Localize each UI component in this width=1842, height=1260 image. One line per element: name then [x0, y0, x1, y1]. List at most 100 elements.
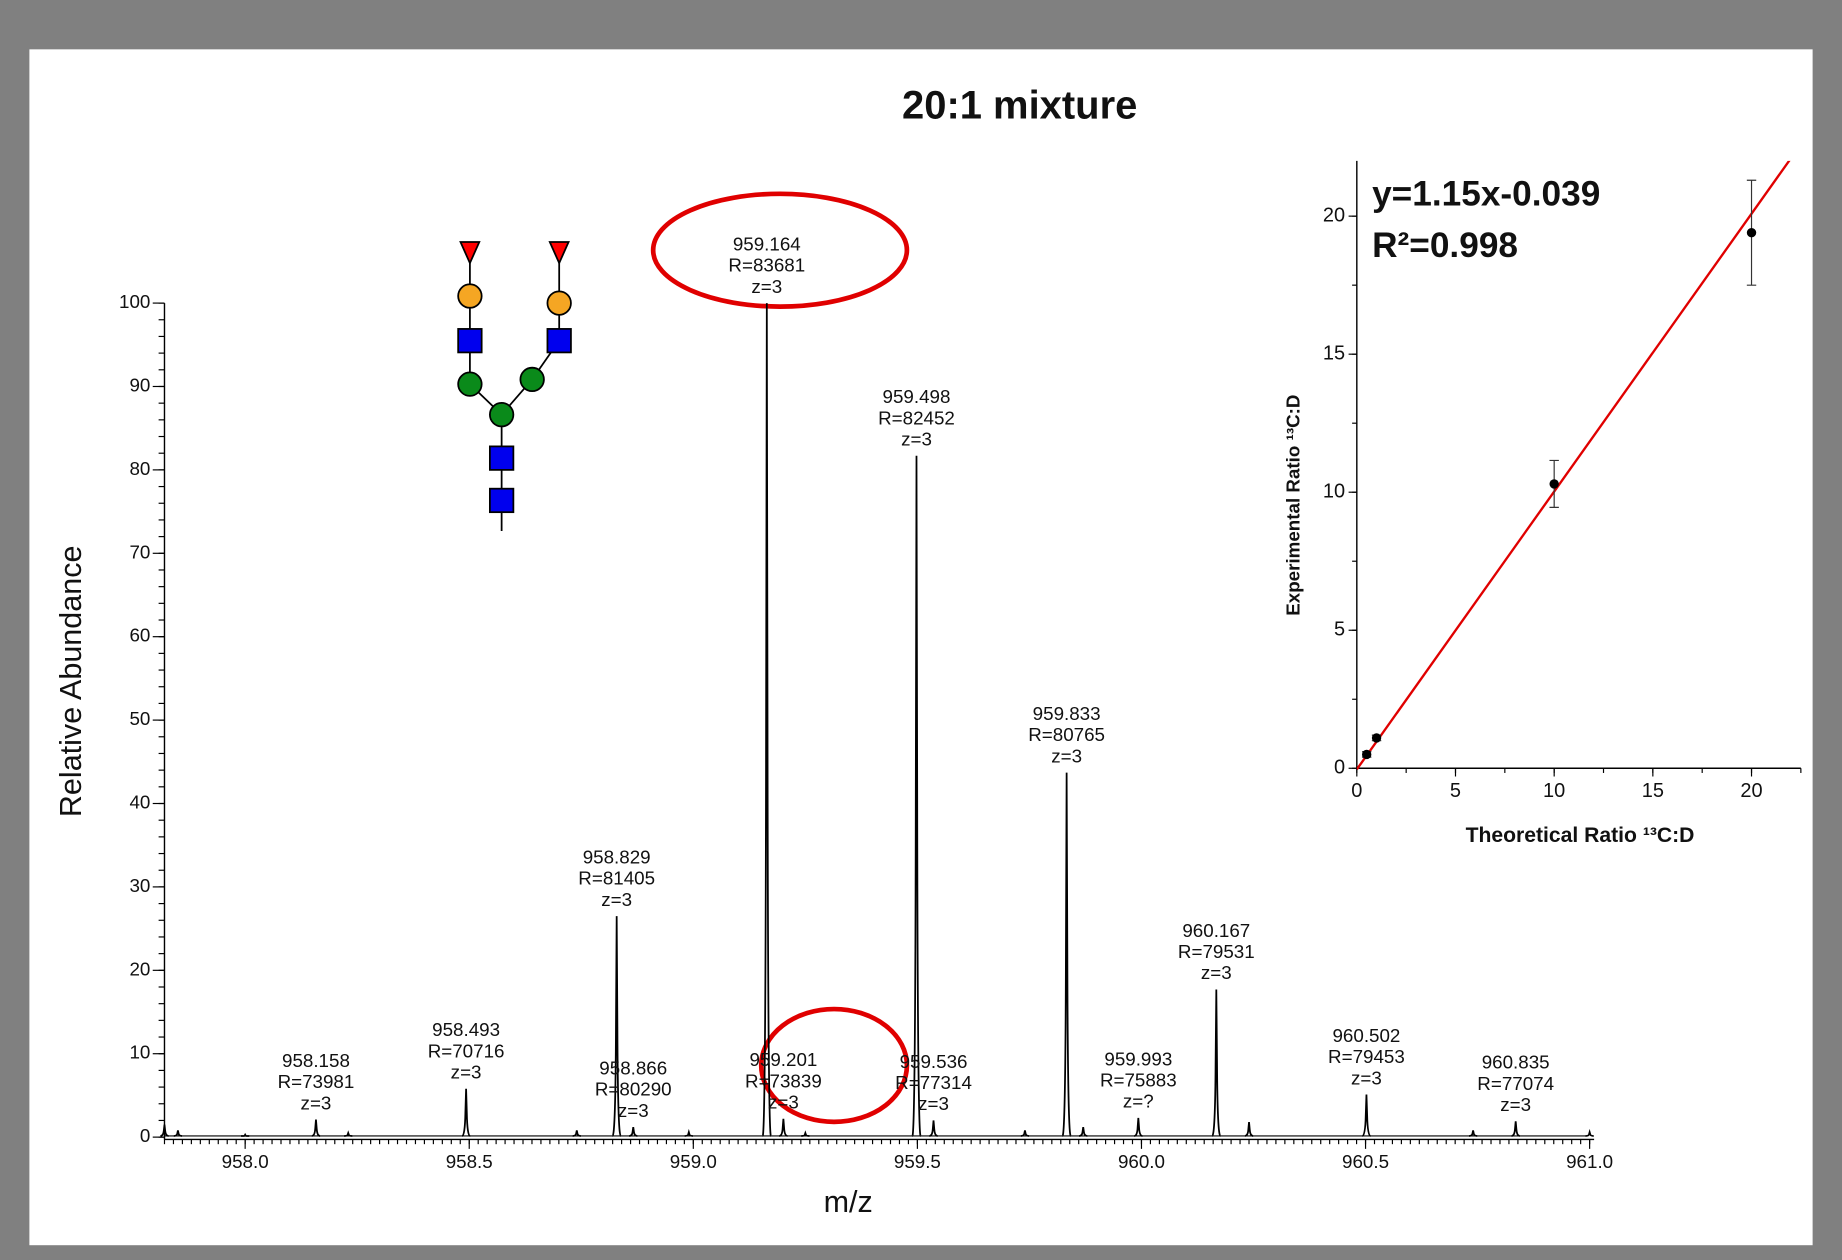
x-tick-label: 15	[1642, 780, 1664, 802]
x-axis-label: m/z	[824, 1185, 873, 1219]
spectrum-plot: 958.0 958.5 959.0 959.5 960.0 960.5 961.0 0 10 20…	[119, 233, 1613, 1171]
r-squared: R²=0.998	[1372, 226, 1518, 265]
peak-label: z=3	[901, 428, 932, 449]
y-tick-label: 20	[129, 958, 150, 979]
peak	[1468, 1130, 1478, 1137]
peak-label: z=3	[918, 1093, 949, 1114]
peak-label: R=79453	[1328, 1046, 1405, 1067]
peak-label: R=70716	[428, 1040, 505, 1061]
y-tick-label: 20	[1323, 204, 1345, 226]
peak	[1361, 1094, 1371, 1137]
y-tick-label: 40	[129, 791, 150, 812]
y-tick-label: 90	[129, 374, 150, 395]
y-axis-label: Relative Abundance	[54, 546, 88, 818]
peak-label: 960.835	[1482, 1052, 1550, 1073]
peak-label: 959.201	[749, 1049, 817, 1070]
peak-label: 958.493	[432, 1019, 500, 1040]
peak-label: 960.167	[1182, 920, 1250, 941]
peak-label: R=79531	[1178, 941, 1255, 962]
peak	[461, 1088, 471, 1137]
peak-label: 960.502	[1333, 1025, 1401, 1046]
peak-label: 959.164	[733, 233, 801, 254]
y-tick-label: 50	[129, 708, 150, 729]
peak	[684, 1128, 693, 1137]
peak	[241, 1132, 250, 1137]
peak-label: z=3	[1201, 962, 1232, 983]
y-tick-label: 15	[1323, 342, 1345, 364]
equation-box: y=1.15x-0.039 R²=0.998	[1372, 174, 1600, 265]
peak	[929, 1120, 938, 1137]
peak-label: 959.833	[1033, 703, 1101, 724]
peak-label: R=77074	[1477, 1073, 1554, 1094]
glycan-icon	[457, 241, 572, 531]
peak	[779, 1118, 788, 1137]
peak	[311, 1119, 321, 1137]
peak	[1585, 1128, 1594, 1137]
y-tick-label: 0	[140, 1125, 150, 1146]
y-tick-label: 5	[1334, 619, 1345, 641]
peak-label: z=3	[1500, 1094, 1531, 1115]
peak-label: z=3	[601, 889, 632, 910]
peak-label: z=3	[301, 1092, 332, 1113]
highlight-ellipse	[650, 191, 910, 309]
x-tick-label: 960.0	[1118, 1151, 1165, 1172]
x-tick-label: 958.0	[222, 1151, 269, 1172]
data-point	[1361, 749, 1372, 760]
fit-line	[1356, 160, 1791, 771]
x-tick-label: 959.5	[894, 1151, 941, 1172]
y-tick-label: 70	[129, 541, 150, 562]
peak-label: 959.993	[1104, 1048, 1172, 1069]
inset-x-label: Theoretical Ratio ¹³C:D	[1466, 824, 1695, 847]
peak	[801, 1130, 810, 1137]
peak	[1020, 1130, 1030, 1137]
peak-label: R=80765	[1028, 724, 1105, 745]
peak-label: 958.866	[599, 1058, 667, 1079]
equation: y=1.15x-0.039	[1372, 174, 1600, 213]
peak-label: z=3	[751, 276, 782, 297]
x-tick-label: 0	[1351, 780, 1362, 802]
peak	[160, 1124, 169, 1137]
x-tick-label: 5	[1450, 780, 1461, 802]
y-tick-label: 60	[129, 625, 150, 646]
inset-y-label: Experimental Ratio ¹³C:D	[1283, 395, 1304, 616]
peak	[572, 1130, 581, 1137]
peak-label: z=3	[1351, 1067, 1382, 1088]
y-tick-label: 0	[1334, 757, 1345, 779]
peak-label: R=81405	[578, 868, 655, 889]
x-tick-label: 958.5	[446, 1151, 493, 1172]
peak	[1511, 1121, 1520, 1137]
peak	[1134, 1117, 1143, 1137]
peak-label: z=3	[451, 1061, 482, 1082]
x-tick-label: 959.0	[670, 1151, 717, 1172]
peak-label: z=?	[1123, 1091, 1154, 1112]
peak-label: 959.498	[883, 386, 951, 407]
peak-label: R=80290	[595, 1079, 672, 1100]
peak-label: 958.829	[583, 847, 651, 868]
peak-label: 958.158	[282, 1050, 350, 1071]
y-tick-label: 100	[119, 291, 150, 312]
data-point	[1746, 228, 1757, 238]
y-tick-label: 80	[129, 458, 150, 479]
peak	[173, 1130, 183, 1137]
y-tick-label: 10	[129, 1042, 150, 1063]
peak	[611, 916, 622, 1137]
peak-label: z=3	[618, 1100, 649, 1121]
peak	[629, 1126, 638, 1137]
peak-label: R=73839	[745, 1070, 822, 1091]
peak	[761, 303, 772, 1137]
peak-label: R=73981	[278, 1071, 355, 1092]
peak	[911, 455, 922, 1137]
peak	[1061, 772, 1072, 1137]
x-tick-label: 960.5	[1342, 1151, 1389, 1172]
highlight-ellipse	[758, 1006, 910, 1125]
peak	[1244, 1122, 1254, 1137]
peak-label: 959.536	[900, 1051, 968, 1072]
peak-label: z=3	[1051, 745, 1082, 766]
peak	[344, 1130, 353, 1137]
panel	[29, 49, 1813, 1246]
y-tick-label: 30	[129, 875, 150, 896]
x-tick-label: 20	[1740, 780, 1762, 802]
x-tick-label: 961.0	[1566, 1151, 1613, 1172]
peak-label: R=83681	[728, 255, 805, 276]
